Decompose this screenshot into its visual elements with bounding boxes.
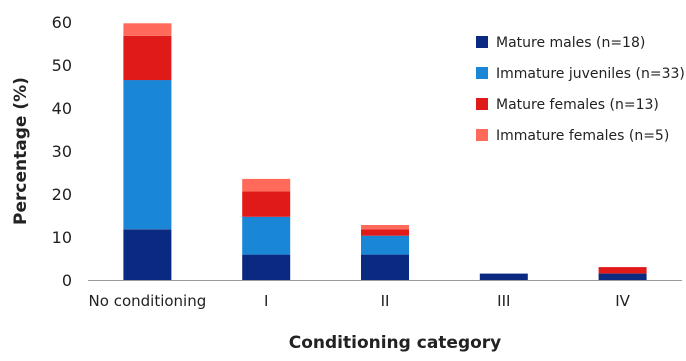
y-tick-label: 20 [52, 185, 72, 204]
legend-label-2: Mature females (n=13) [496, 97, 659, 113]
bar-segment-3-0 [123, 23, 172, 36]
y-tick-label: 40 [52, 99, 72, 118]
x-axis-title: Conditioning category [289, 333, 502, 353]
bar-segment-1-0 [123, 80, 172, 230]
bar-segment-2-2 [361, 229, 409, 236]
y-tick-label: 30 [52, 142, 72, 161]
x-tick-label: II [381, 292, 390, 310]
bar-segment-1-2 [361, 235, 409, 255]
bar-segment-0-0 [123, 229, 172, 280]
bar-segment-0-3 [479, 273, 528, 280]
y-tick-label: 10 [52, 228, 72, 247]
x-tick-label: No conditioning [89, 292, 207, 310]
x-tick-label: III [497, 292, 510, 310]
legend-swatch-1 [476, 67, 488, 79]
x-axis-ticks: No conditioning I II III IV [89, 292, 631, 310]
legend-label-3: Immature females (n=5) [496, 128, 669, 144]
y-tick-label: 0 [62, 271, 72, 290]
legend-label-0: Mature males (n=18) [496, 35, 645, 51]
legend-swatch-3 [476, 129, 488, 141]
legend-label-1: Immature juveniles (n=33) [496, 66, 685, 82]
y-tick-label: 50 [52, 56, 72, 75]
y-axis-ticks: 0 10 20 30 40 50 60 [52, 13, 72, 290]
bar-segment-3-2 [361, 225, 409, 230]
legend: Mature males (n=18) Immature juveniles (n… [476, 35, 685, 144]
bar-segment-2-4 [598, 267, 647, 274]
bar-segment-2-1 [242, 191, 291, 217]
bar-segment-0-1 [242, 254, 291, 280]
bar-segment-2-0 [123, 35, 172, 81]
y-axis-title: Percentage (%) [11, 77, 31, 225]
legend-swatch-2 [476, 98, 488, 110]
bar-segment-0-4 [598, 273, 647, 280]
bar-segment-1-1 [242, 216, 291, 255]
bar-layer [123, 23, 647, 280]
x-tick-label: IV [615, 292, 630, 310]
x-tick-label: I [264, 292, 268, 310]
bar-segment-0-2 [361, 254, 409, 280]
bar-segment-3-1 [242, 178, 291, 192]
legend-swatch-0 [476, 36, 488, 48]
y-tick-label: 60 [52, 13, 72, 32]
